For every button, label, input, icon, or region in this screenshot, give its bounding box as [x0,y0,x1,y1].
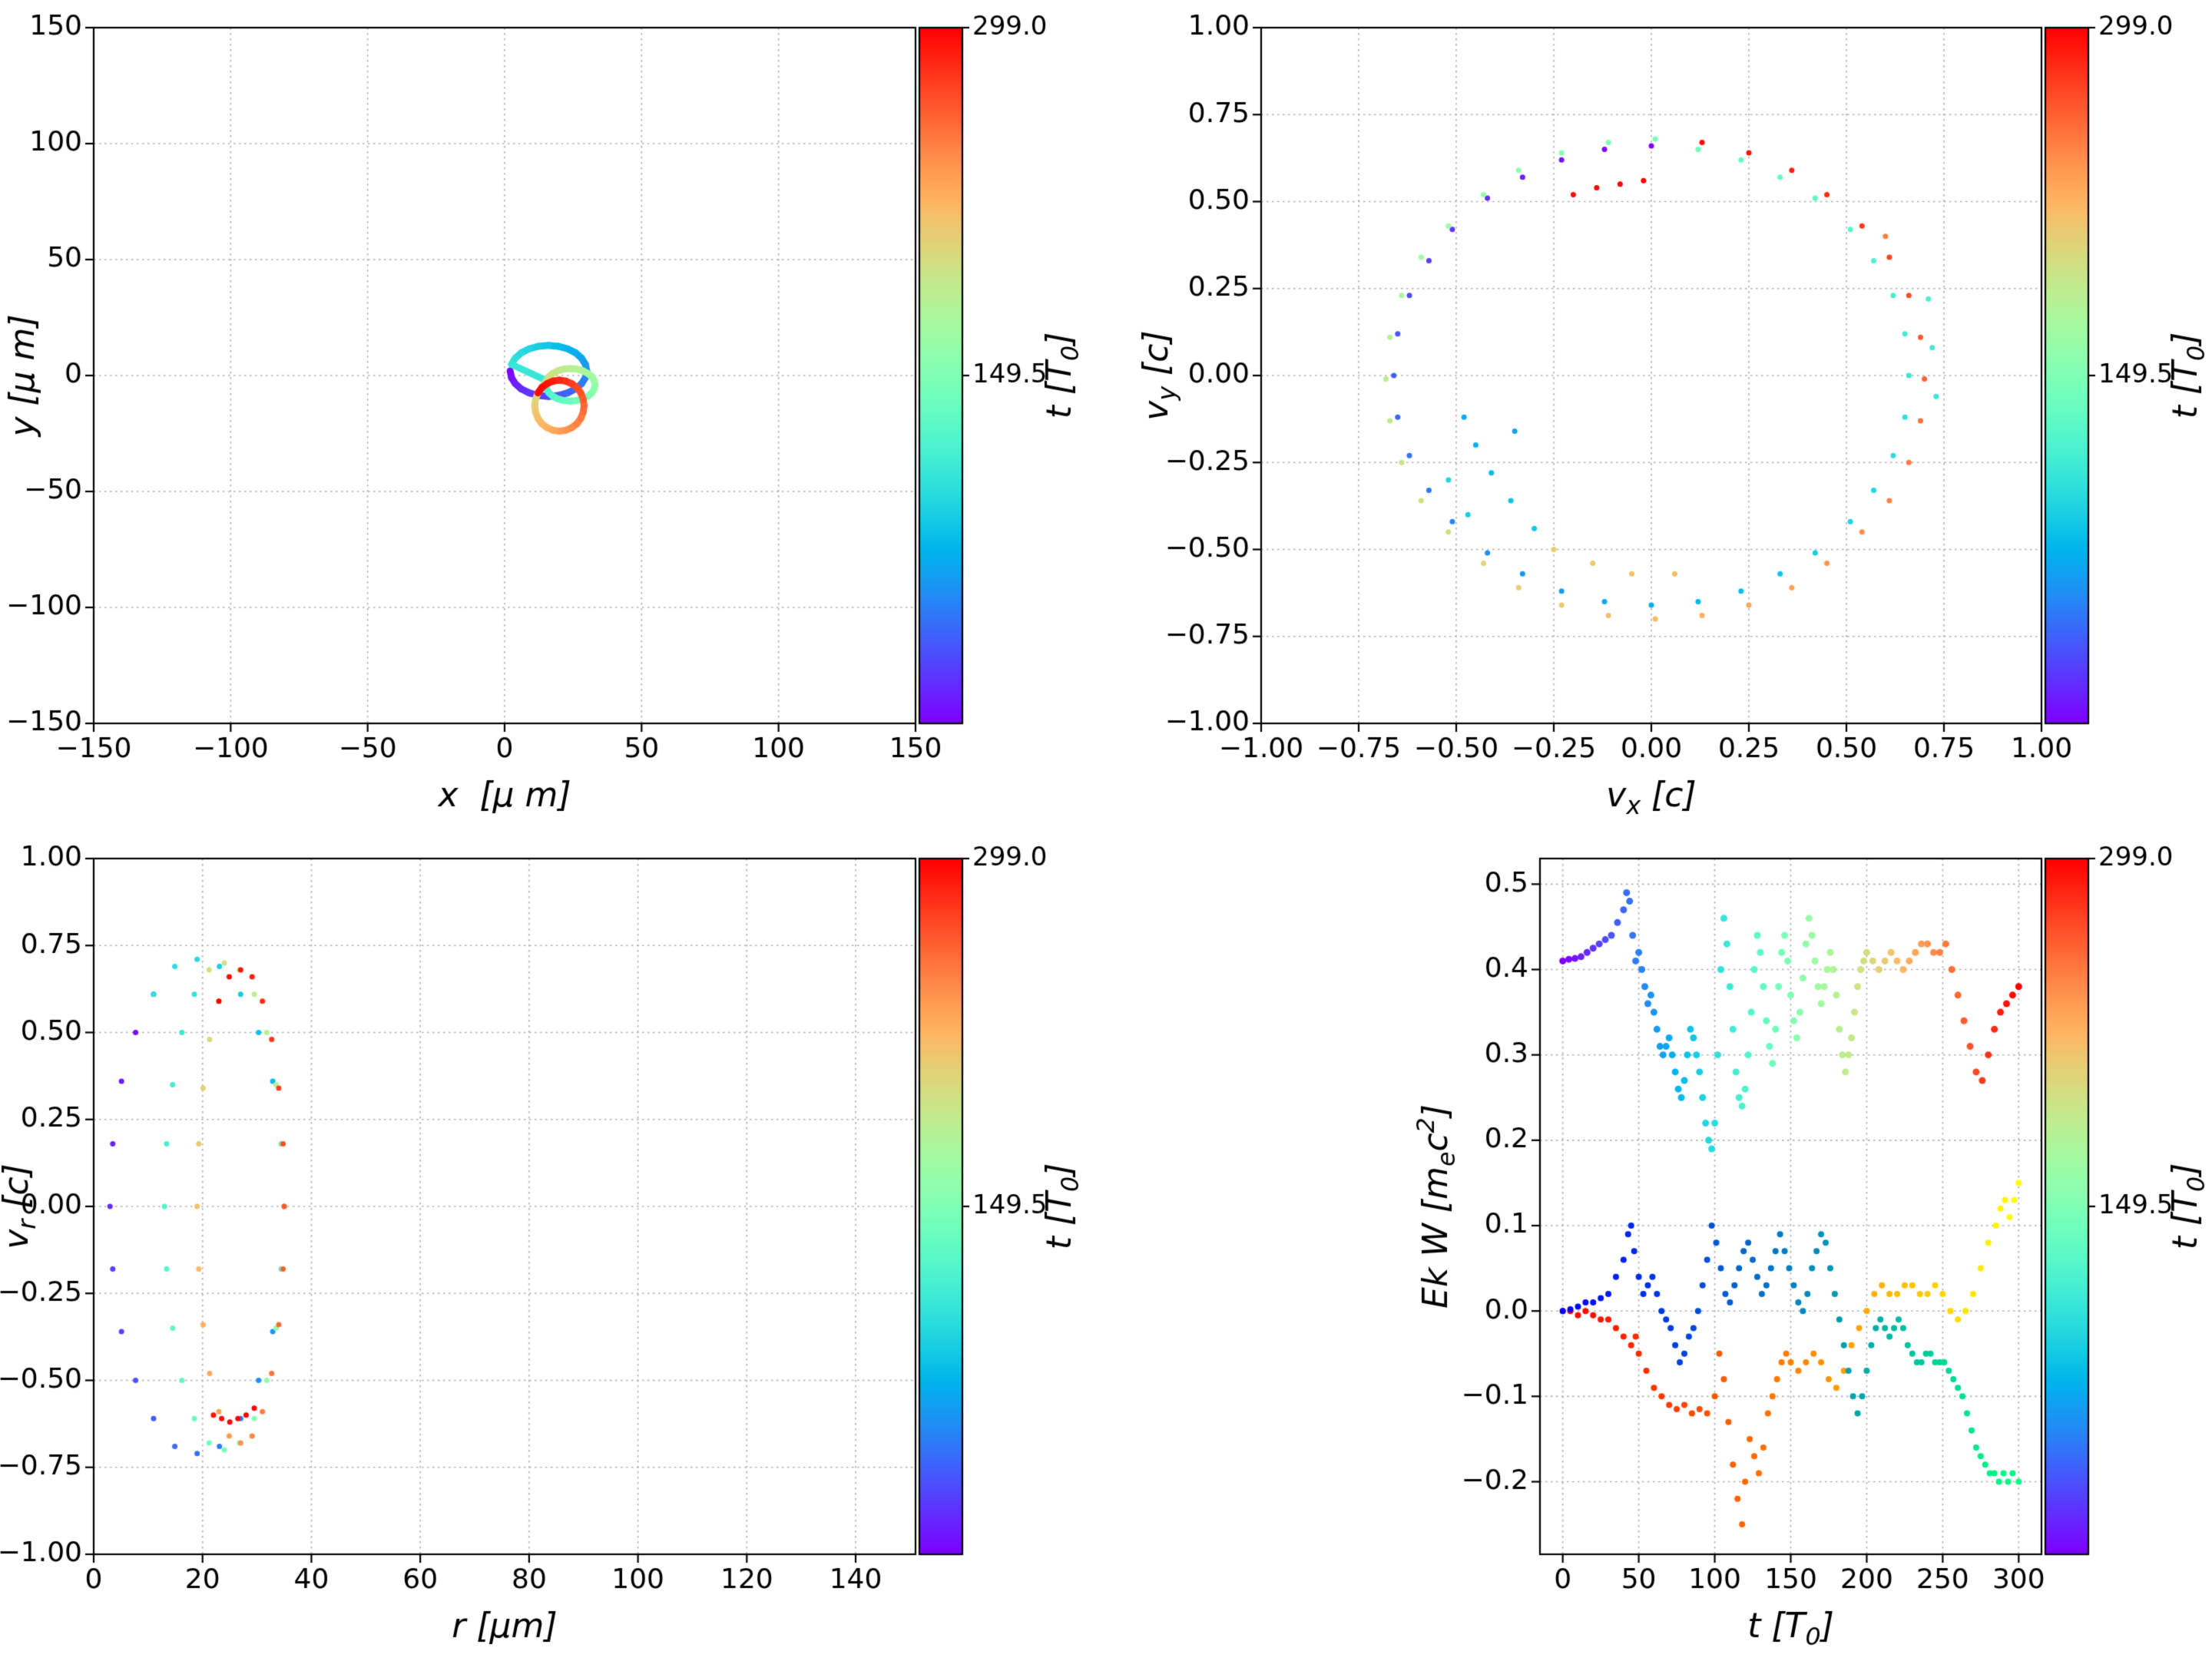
xy-trajectory-canvas [0,0,1106,836]
r-vr-canvas [0,836,1106,1671]
panel-velocity-phase-space [1106,0,2212,836]
vx-vy-canvas [1106,0,2212,836]
panel-radial-phase-space [0,836,1106,1671]
panel-xy-trajectory [0,0,1106,836]
panel-energy-work-vs-time [1106,836,2212,1671]
energy-time-canvas [1106,836,2212,1671]
